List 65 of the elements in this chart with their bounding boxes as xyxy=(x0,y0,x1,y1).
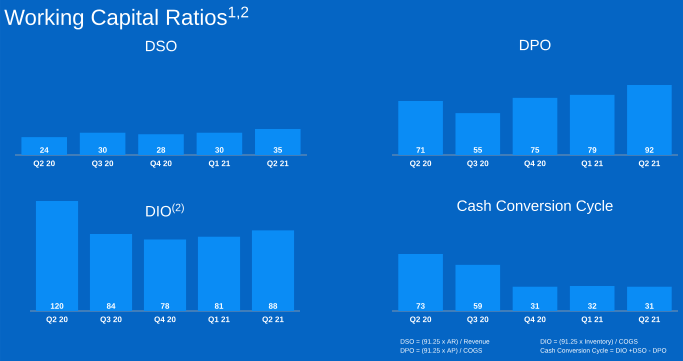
x-tick-label: Q4 20 xyxy=(524,316,546,324)
data-label: 88 xyxy=(268,303,278,309)
bar xyxy=(144,239,186,311)
data-label: 79 xyxy=(588,147,596,153)
bar xyxy=(138,134,184,155)
data-label: 55 xyxy=(474,147,482,153)
bar xyxy=(398,100,443,155)
data-label: 92 xyxy=(645,147,654,153)
chart-title: DSO xyxy=(146,40,177,52)
data-label: 81 xyxy=(214,303,224,309)
data-label: 78 xyxy=(160,303,170,309)
bar xyxy=(455,264,500,311)
x-tick-label: Q4 20 xyxy=(150,160,172,168)
text: Working Capital Ratios$^{1,2}$ xyxy=(4,6,248,30)
data-label: 71 xyxy=(416,147,425,153)
x-tick-label: Q1 21 xyxy=(582,316,603,324)
x-tick-label: Q2 20 xyxy=(46,316,68,324)
x-tick-label: Q2 20 xyxy=(410,316,432,324)
x-tick-label: Q2 21 xyxy=(638,160,660,168)
x-tick-label: Q3 20 xyxy=(467,160,488,168)
bar xyxy=(196,132,242,155)
bar xyxy=(627,286,672,311)
x-tick-label: Q4 20 xyxy=(524,160,546,168)
data-label: 31 xyxy=(645,303,654,309)
x-tick-label: Q2 20 xyxy=(34,160,55,168)
x-tick-label: Q4 20 xyxy=(154,316,176,324)
x-tick-label: Q1 21 xyxy=(582,160,603,168)
bar xyxy=(90,234,132,311)
x-tick-label: Q1 21 xyxy=(208,316,230,324)
x-tick-label: Q2 21 xyxy=(262,316,284,324)
x-tick-label: Q3 20 xyxy=(100,316,122,324)
bar xyxy=(80,132,126,155)
data-label: 24 xyxy=(40,147,49,153)
data-label: 28 xyxy=(156,147,166,153)
data-label: 73 xyxy=(416,303,425,309)
data-label: 35 xyxy=(274,147,282,153)
x-tick-label: Q3 20 xyxy=(92,160,114,168)
x-tick-label: Q2 21 xyxy=(267,160,288,168)
bar xyxy=(512,98,558,155)
data-label: 30 xyxy=(215,147,224,153)
data-label: 75 xyxy=(530,147,540,153)
bar xyxy=(198,236,240,311)
x-tick-label: Q1 21 xyxy=(208,160,230,168)
chart-title: Cash Conversion Cycle xyxy=(457,200,613,214)
bar xyxy=(252,230,294,311)
x-tick-label: Q2 21 xyxy=(638,316,660,324)
bar xyxy=(512,286,558,311)
bar xyxy=(627,85,672,155)
x-tick-label: Q2 20 xyxy=(410,160,432,168)
chart-title: DIO$^{(2)}$ xyxy=(146,204,184,216)
data-label: 84 xyxy=(106,303,116,309)
bar xyxy=(21,137,67,155)
bar xyxy=(455,113,500,155)
data-label: 59 xyxy=(474,303,482,309)
bar xyxy=(255,128,301,155)
data-label: 31 xyxy=(530,303,540,309)
data-label: 120 xyxy=(50,303,64,309)
bar xyxy=(398,254,443,311)
bar xyxy=(570,286,614,311)
data-label: 30 xyxy=(98,147,107,153)
bar xyxy=(36,200,78,311)
bar xyxy=(570,94,614,155)
chart-title: DPO xyxy=(520,40,551,50)
data-label: 32 xyxy=(588,303,596,309)
x-tick-label: Q3 20 xyxy=(467,316,488,324)
